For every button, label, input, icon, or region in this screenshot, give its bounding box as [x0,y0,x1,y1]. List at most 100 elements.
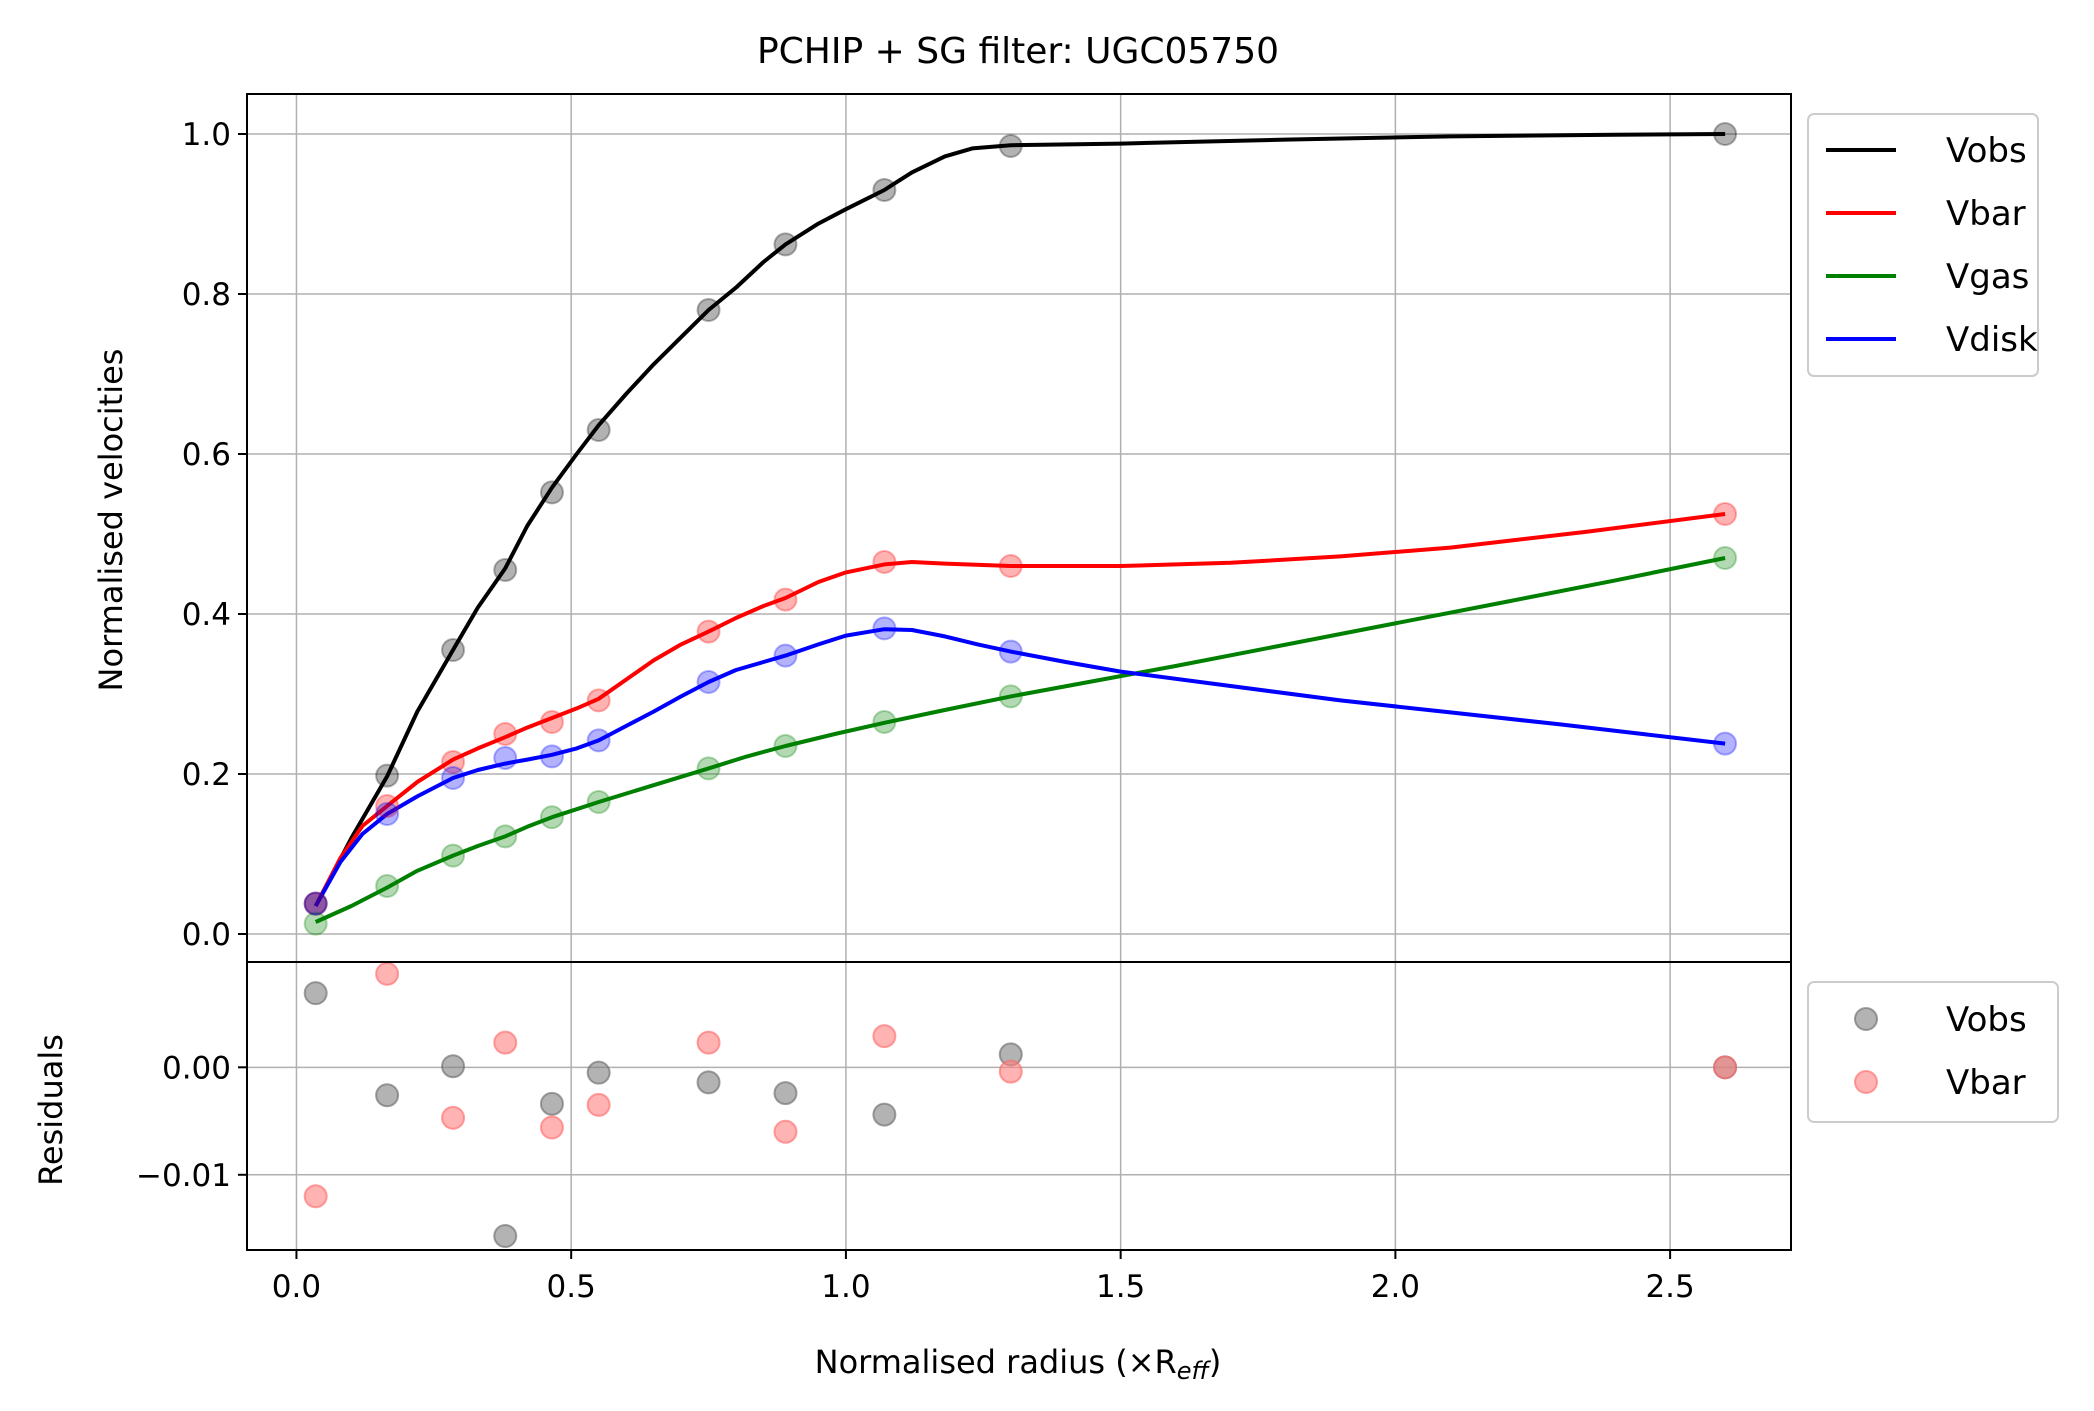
x-tick-label: 1.5 [1096,1269,1145,1305]
vbar-residual-point [773,1119,798,1144]
vobs-residual-legend-swatch [1854,1007,1878,1031]
vbar-data-point [441,750,466,774]
vobs-residual-legend-label: Vobs [1946,1000,2027,1040]
x-axis-label-end: ) [1209,1343,1221,1381]
vbar-residual-point [872,1024,897,1049]
vgas-data-point [539,805,564,830]
vobs-residual-point [586,1060,611,1085]
main-series-points [303,122,1738,936]
vgas-data-point [441,843,466,868]
x-tick-label: 0.5 [547,1269,596,1305]
main-y-axis: 0.0 0.2 0.4 0.6 0.8 1.0 [182,117,247,953]
vobs-data-point [773,232,798,257]
vdisk-data-point [586,728,611,753]
vdisk-data-point [1713,731,1738,756]
vbar-data-point [1713,502,1738,526]
main-legend: Vobs Vbar Vgas Vdisk [1807,113,2039,377]
vbar-data-point [998,554,1023,578]
vobs-residual-point [773,1081,798,1106]
vbar-data-point [493,722,518,746]
vbar-data-point [872,550,897,574]
vbar-data-point [696,619,721,644]
vdisk-data-point [375,802,400,826]
residual-y-tick-label: −0.01 [136,1158,231,1194]
vobs-residual-point [696,1070,721,1095]
vdisk-data-point [441,766,466,790]
vgas-data-point [375,874,400,898]
vbar-legend-label: Vbar [1946,194,2026,234]
vbar-data-point [586,688,611,713]
vobs-data-point [586,418,611,442]
x-axis-label-subscript: eff [1177,1357,1212,1385]
vgas-data-point [493,824,518,849]
vbar-data-point [375,794,400,818]
vdisk-data-point [998,639,1023,664]
vdisk-data-point [493,746,518,770]
vbar-residual-point [1713,1055,1738,1080]
vbar-residual-point [696,1030,721,1055]
main-y-tick-label: 1.0 [182,117,231,153]
x-tick-label: 2.0 [1371,1269,1420,1305]
main-series-lines [313,132,1726,924]
vbar-data-point [539,710,564,734]
vobs-data-point [493,558,518,582]
vobs-data-point [441,638,466,662]
vbar-residual-point [539,1115,564,1140]
x-axis-label: Normalised radius (×Reff) [815,1343,1222,1385]
vobs-residual-point [872,1102,897,1127]
vgas-data-point [872,710,897,734]
x-tick-label: 0.0 [272,1269,321,1305]
x-axis-label-main: Normalised radius (×R [815,1343,1177,1381]
vgas-data-point [1713,546,1738,570]
vbar-residual-point [493,1030,518,1055]
residual-y-axis: −0.01 0.00 [136,1050,247,1194]
vdisk-data-point [872,616,897,641]
vgas-data-point [696,756,721,781]
x-tick-label: 2.5 [1645,1269,1694,1305]
vbar-residual-point [303,1184,328,1209]
vdisk-data-point [696,670,721,694]
main-y-tick-label: 0.0 [182,917,231,953]
residual-plot-frame [246,961,1792,1251]
x-axis: 0.0 0.5 1.0 1.5 2.0 2.5 [272,1250,1695,1305]
vbar-residual-point [586,1092,611,1117]
vbar-line [313,512,1726,907]
chart-title: PCHIP + SG filter: UGC05750 [757,31,1279,72]
main-legend-box [1807,113,2039,377]
main-y-tick-label: 0.6 [182,437,231,473]
vdisk-data-point [303,891,328,916]
vobs-residual-point [303,981,328,1006]
vdisk-line [313,627,1726,907]
vobs-data-point [1713,122,1738,146]
vobs-data-point [872,178,897,202]
vbar-residual-point [998,1059,1023,1084]
vdisk-data-point [773,643,798,668]
vbar-data-point [303,891,328,916]
vobs-residual-point [539,1091,564,1116]
vobs-line [313,132,1726,907]
vgas-data-point [998,684,1023,709]
main-y-tick-label: 0.4 [182,597,231,633]
vgas-legend-label: Vgas [1946,257,2029,297]
x-tick-label: 1.0 [821,1269,870,1305]
vdisk-legend-label: Vdisk [1946,320,2038,360]
vobs-data-point [998,134,1023,158]
main-y-tick-label: 0.2 [182,757,231,793]
vdisk-data-point [539,744,564,769]
vbar-residual-legend-label: Vbar [1946,1063,2026,1103]
main-y-axis-label: Normalised velocities [92,349,130,692]
main-grid [247,94,1791,962]
vbar-residual-point [375,961,400,986]
vobs-residual-point [441,1054,466,1079]
vobs-data-point [375,763,400,788]
vgas-data-point [303,911,328,936]
vgas-line [314,556,1726,924]
residual-y-axis-label: Residuals [32,1034,70,1186]
residual-legend: Vobs Vbar [1807,981,2059,1123]
vbar-residual-legend-swatch [1854,1070,1878,1094]
vbar-residual-point [441,1105,466,1130]
main-y-tick-label: 0.8 [182,277,231,313]
vobs-data-point [539,480,564,505]
